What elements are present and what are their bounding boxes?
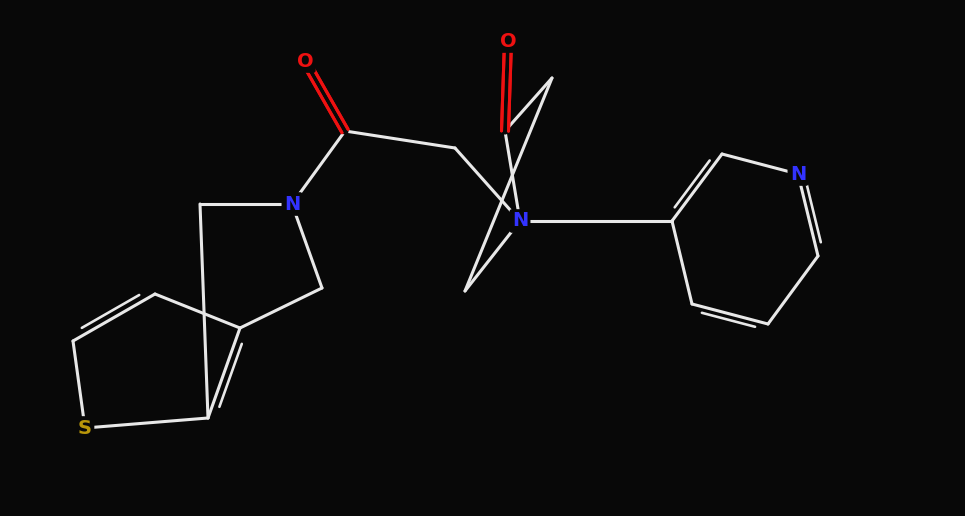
Text: S: S [78, 418, 92, 438]
Text: N: N [284, 195, 300, 214]
Text: N: N [511, 212, 528, 231]
Text: N: N [790, 165, 806, 184]
Text: O: O [500, 31, 516, 51]
Text: O: O [296, 52, 314, 71]
